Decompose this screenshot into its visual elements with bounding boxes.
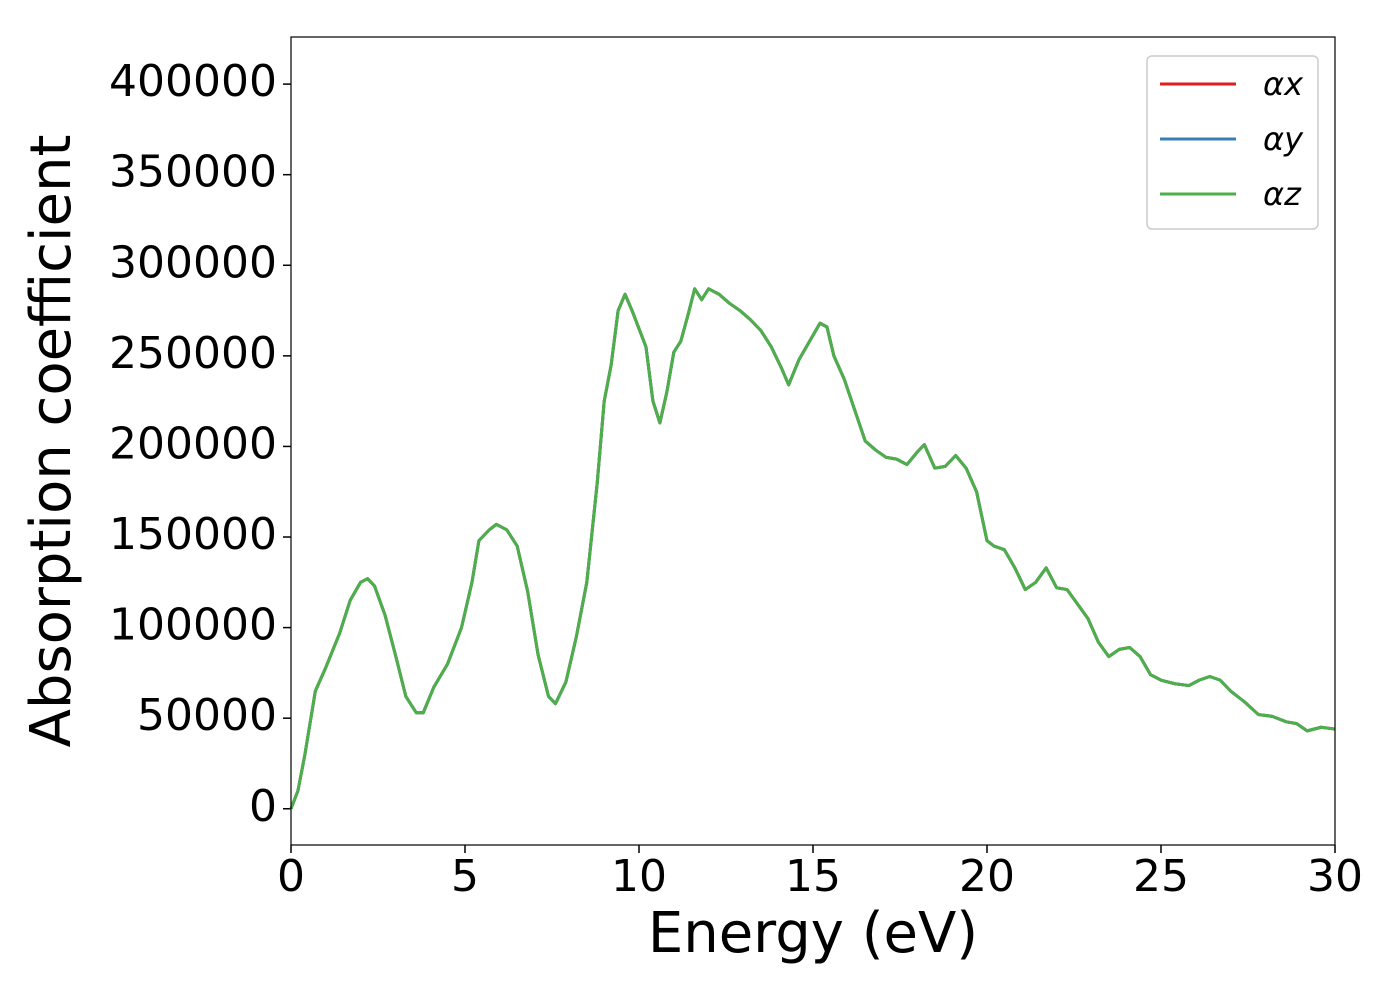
x-tick-label: 20 — [959, 851, 1015, 902]
y-tick-label: 150000 — [109, 509, 277, 560]
legend-box — [1146, 55, 1319, 230]
data-line — [289, 287, 1336, 810]
y-tick-label: 250000 — [109, 328, 277, 379]
data-line — [289, 287, 1336, 810]
y-tick-label: 200000 — [109, 418, 277, 469]
x-tick-label: 30 — [1307, 851, 1363, 902]
y-tick-label: 350000 — [109, 147, 277, 198]
plot-frame — [290, 36, 1336, 846]
x-tick-label: 10 — [611, 851, 667, 902]
x-tick-label: 5 — [451, 851, 479, 902]
x-tick-label: 0 — [277, 851, 305, 902]
y-axis-label: Absorption coefficient — [19, 135, 84, 748]
legend-label: αx — [1263, 65, 1304, 103]
y-tick-label: 100000 — [109, 600, 277, 651]
y-tick-label: 300000 — [109, 237, 277, 288]
x-axis-label: Energy (eV) — [648, 901, 978, 966]
y-tick-label: 400000 — [109, 56, 277, 107]
y-tick-label: 50000 — [137, 690, 277, 741]
x-tick-label: 15 — [785, 851, 841, 902]
y-tick-label: 0 — [249, 781, 277, 832]
x-tick-label: 25 — [1133, 851, 1189, 902]
legend-label: αy — [1263, 120, 1304, 158]
legend-label: αz — [1263, 175, 1302, 213]
data-line — [289, 287, 1336, 810]
